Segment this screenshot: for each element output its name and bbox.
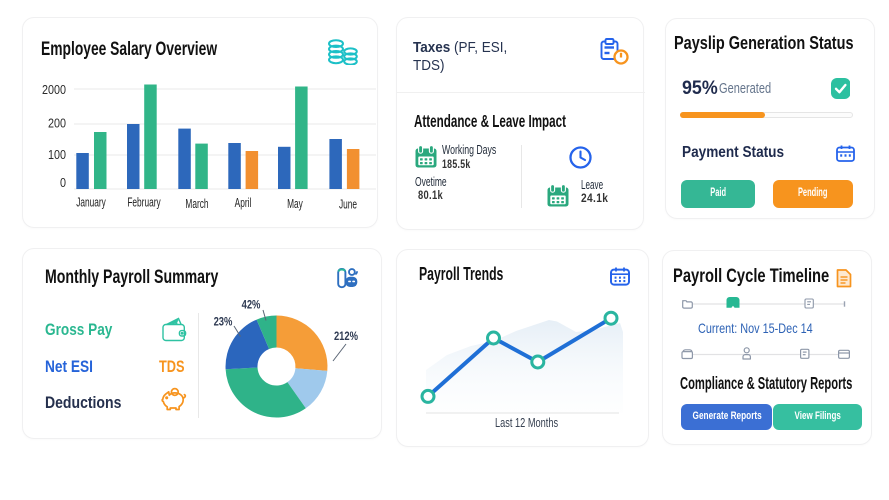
- svg-text:200: 200: [48, 116, 66, 131]
- svg-text:May: May: [287, 197, 303, 211]
- svg-text:February: February: [127, 196, 161, 210]
- svg-text:100: 100: [48, 147, 66, 162]
- svg-text:42%: 42%: [242, 299, 261, 312]
- svg-text:April: April: [235, 196, 252, 210]
- svg-text:June: June: [339, 198, 357, 212]
- svg-text:January: January: [76, 196, 106, 210]
- svg-text:23%: 23%: [214, 316, 233, 329]
- svg-text:2000: 2000: [42, 82, 66, 97]
- svg-text:0: 0: [60, 175, 66, 190]
- svg-text:212%: 212%: [334, 330, 359, 343]
- svg-text:March: March: [185, 197, 208, 211]
